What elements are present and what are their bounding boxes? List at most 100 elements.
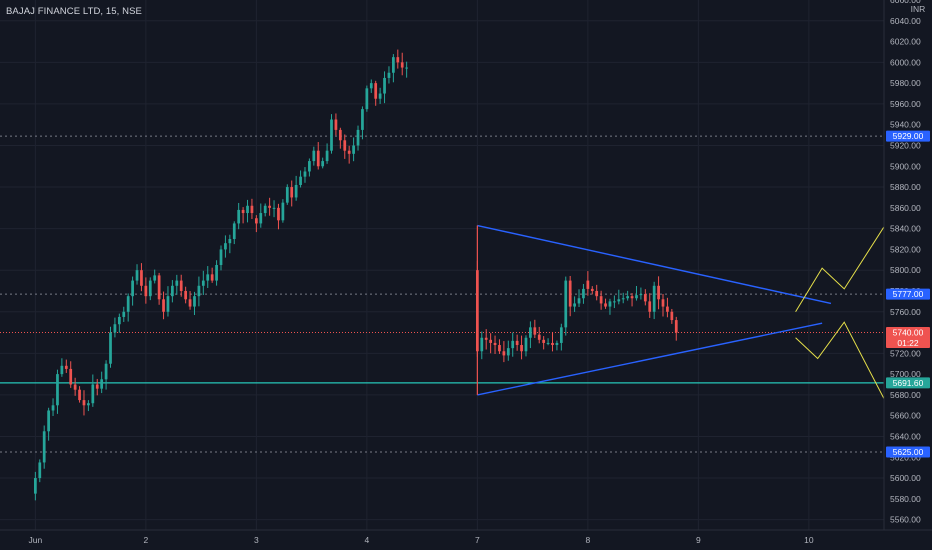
candle-body xyxy=(135,270,139,281)
chart-title: BAJAJ FINANCE LTD, 15, NSE xyxy=(6,6,142,17)
candle-body xyxy=(652,285,656,312)
candle-body xyxy=(480,337,484,352)
candle-body xyxy=(378,93,382,99)
x-tick-label: 3 xyxy=(254,535,259,545)
candle-body xyxy=(352,145,355,154)
candle-body xyxy=(586,280,590,289)
x-tick-label: 4 xyxy=(364,535,369,545)
candle-body xyxy=(294,184,298,198)
candle-body xyxy=(643,294,647,302)
candle-body xyxy=(529,327,532,338)
candle-body xyxy=(153,275,157,281)
price-badge-label: 5777.00 xyxy=(893,289,924,299)
candle-body xyxy=(232,223,236,240)
candle-body xyxy=(206,274,210,281)
time-axis[interactable]: Jun 2 3 4 7 8 9 10 xyxy=(0,529,932,550)
price-axis[interactable]: 5560.005580.005600.005620.005640.005660.… xyxy=(883,0,932,530)
triangle-lower-line xyxy=(477,322,823,396)
candle-body xyxy=(312,150,316,162)
x-tick-label: 2 xyxy=(143,535,148,545)
candle-body xyxy=(533,327,537,335)
candle-body xyxy=(228,239,232,244)
projection-down-arrow xyxy=(795,321,894,416)
candle-body xyxy=(489,339,492,343)
candle-body xyxy=(621,298,625,300)
candle-body xyxy=(387,72,391,78)
candle-body xyxy=(299,176,302,185)
candle-body xyxy=(369,83,373,89)
candle-body xyxy=(325,150,329,162)
candle-body xyxy=(47,410,50,432)
candle-body xyxy=(117,316,121,325)
candle-body xyxy=(568,280,572,307)
candle-body xyxy=(515,340,519,346)
y-tick-label: 5860.00 xyxy=(890,203,921,213)
candle-body xyxy=(277,207,280,221)
candle-body xyxy=(237,209,241,224)
candle-body xyxy=(374,83,378,99)
price-badge xyxy=(886,446,930,458)
candle-body xyxy=(639,294,643,296)
candle-body xyxy=(126,296,130,312)
x-tick-label: 9 xyxy=(696,535,701,545)
candle-body xyxy=(250,205,254,214)
candle-body xyxy=(542,339,546,343)
candle-body xyxy=(392,57,395,73)
candle-body xyxy=(272,207,276,209)
candle-body xyxy=(347,150,351,154)
y-tick-label: 5980.00 xyxy=(890,78,921,88)
countdown-label: 01:22 xyxy=(897,338,919,348)
candle-body xyxy=(215,265,218,281)
y-tick-label: 6060.00 xyxy=(890,0,921,5)
candle-body xyxy=(241,209,245,214)
candle-body xyxy=(316,150,320,167)
y-tick-label: 5940.00 xyxy=(890,120,921,130)
y-tick-label: 5660.00 xyxy=(890,411,921,421)
candle-body xyxy=(188,299,192,307)
candle-body xyxy=(502,351,506,356)
y-tick-label: 6000.00 xyxy=(890,57,921,67)
candle-body xyxy=(308,161,311,172)
y-tick-label: 5580.00 xyxy=(890,494,921,504)
candle-body xyxy=(524,337,528,352)
candle-body xyxy=(171,285,174,297)
price-badge-label: 5691.60 xyxy=(893,378,924,388)
price-badge xyxy=(886,377,930,389)
candle-body xyxy=(122,311,126,317)
candle-body xyxy=(365,88,369,110)
y-tick-label: 5880.00 xyxy=(890,182,921,192)
candle-body xyxy=(254,218,258,224)
candle-body xyxy=(303,171,307,177)
candle-body xyxy=(405,67,409,69)
candle-body xyxy=(113,324,117,333)
candle-body xyxy=(73,384,77,390)
candle-body xyxy=(210,274,214,281)
candle-body xyxy=(582,288,585,299)
x-tick-label: 10 xyxy=(804,535,814,545)
candle-body xyxy=(338,129,342,141)
candle-body xyxy=(87,403,90,406)
candle-body xyxy=(604,303,607,307)
candle-body xyxy=(635,295,638,299)
candle-body xyxy=(396,57,400,63)
candle-body xyxy=(493,342,497,346)
candle-body xyxy=(64,365,68,369)
candle-body xyxy=(400,62,404,68)
candle-body xyxy=(148,280,152,297)
candle-body xyxy=(109,332,112,364)
candle-body xyxy=(166,296,170,312)
candle-body xyxy=(511,340,515,349)
time-axis-bg xyxy=(0,530,884,550)
candle-body xyxy=(330,119,333,151)
candle-body xyxy=(219,249,223,265)
candle-body xyxy=(343,140,347,151)
candle-body xyxy=(573,303,576,307)
candle-body xyxy=(626,296,630,299)
candle-body xyxy=(334,119,338,130)
candle-body xyxy=(555,342,559,346)
candle-body xyxy=(144,285,148,297)
candle-body xyxy=(179,280,183,291)
y-tick-label: 5680.00 xyxy=(890,390,921,400)
candle-body xyxy=(100,379,104,389)
